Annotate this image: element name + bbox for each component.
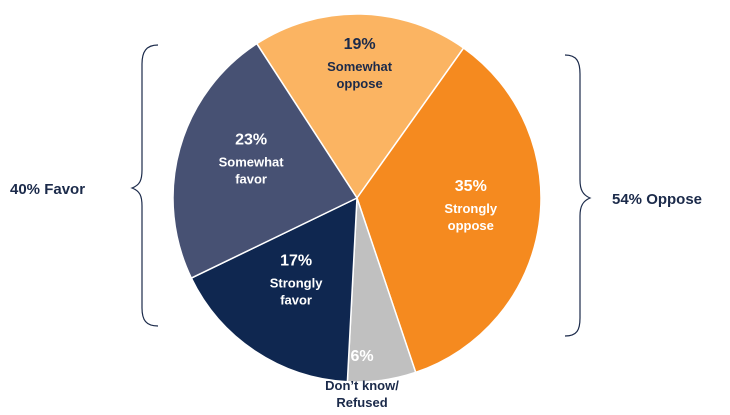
oppose-brace <box>564 54 592 337</box>
category-label-somewhat-oppose-line-2: oppose <box>336 76 382 91</box>
slice-strongly-favor <box>190 196 358 383</box>
category-label-strongly-favor-line-1: Strongly <box>270 276 323 291</box>
value-label-somewhat-favor: 23% <box>235 131 267 148</box>
favor-brace <box>130 44 159 327</box>
favor-group-label: 40% Favor <box>10 181 85 198</box>
slice-somewhat-oppose <box>255 13 465 200</box>
category-label-don-t-know-refused-line-2: Refused <box>336 395 387 410</box>
category-label-somewhat-favor-line-1: Somewhat <box>219 154 285 169</box>
category-label-strongly-oppose-line-1: Strongly <box>444 201 497 216</box>
oppose-group-label: 54% Oppose <box>612 191 702 208</box>
value-label-don-t-know-refused: 6% <box>350 348 373 365</box>
category-label-somewhat-favor-line-2: favor <box>235 171 267 186</box>
category-label-don-t-know-refused-line-1: Don’t know/ <box>325 378 399 393</box>
category-label-strongly-favor-line-2: favor <box>280 293 312 308</box>
slice-strongly-oppose <box>356 46 542 374</box>
pie-slices <box>172 13 542 383</box>
value-label-strongly-oppose: 35% <box>455 178 487 195</box>
slice-labels: 19% Somewhat oppose 35% Strongly oppose 6% Don’… <box>219 36 498 410</box>
value-label-strongly-favor: 17% <box>280 253 312 270</box>
slice-somewhat-favor <box>172 42 359 280</box>
value-label-somewhat-oppose: 19% <box>344 36 376 53</box>
category-label-strongly-oppose-line-2: oppose <box>448 218 494 233</box>
category-label-somewhat-oppose-line-1: Somewhat <box>327 59 393 74</box>
